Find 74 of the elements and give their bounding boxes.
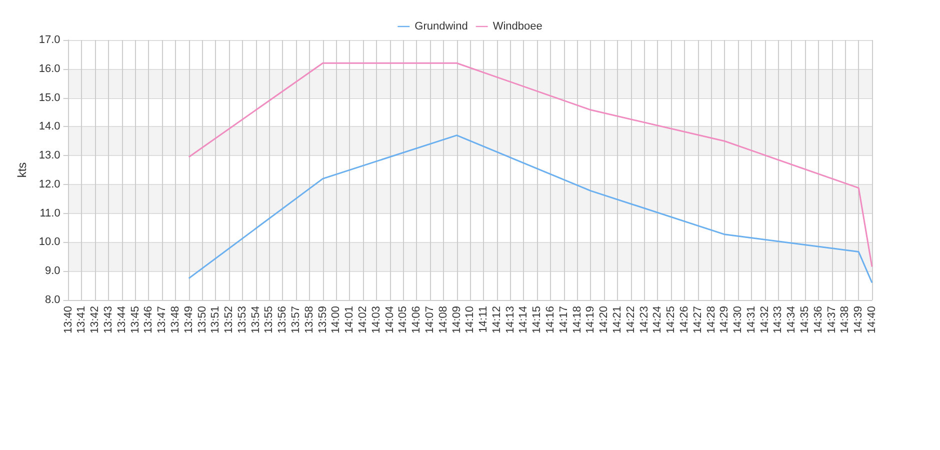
x-tick-label: 14:11 <box>478 306 490 333</box>
y-tick-label: 9.0 <box>45 265 60 278</box>
x-tick-label: 14:05 <box>397 306 410 334</box>
x-tick-label: 13:44 <box>116 306 128 334</box>
x-tick-label: 14:34 <box>786 306 798 334</box>
x-tick-label: 13:45 <box>129 306 142 334</box>
x-tick-label: 14:25 <box>665 306 678 334</box>
x-tick-label: 13:53 <box>236 306 248 334</box>
x-tick-label: 14:09 <box>450 306 463 334</box>
x-tick-label: 14:22 <box>624 306 637 334</box>
x-tick-label: 14:17 <box>558 306 570 334</box>
y-axis-title: kts <box>15 162 29 178</box>
x-tick-label: 14:21 <box>612 306 624 334</box>
x-tick-label: 14:18 <box>571 306 584 334</box>
x-tick-label: 14:26 <box>678 306 690 334</box>
x-tick-label: 13:59 <box>316 306 329 334</box>
x-tick-label: 14:38 <box>839 306 852 334</box>
x-tick-label: 14:02 <box>356 306 369 334</box>
x-tick-label: 14:03 <box>370 306 382 334</box>
x-tick-label: 13:40 <box>62 306 74 334</box>
x-tick-label: 13:48 <box>169 306 182 334</box>
x-tick-label: 14:32 <box>758 306 771 334</box>
x-tick-label: 13:46 <box>142 306 155 334</box>
y-tick-label: 13.0 <box>38 150 60 162</box>
x-tick-label: 13:54 <box>250 306 262 334</box>
x-tick-label: 14:16 <box>544 306 557 334</box>
x-tick-label: 13:43 <box>102 306 114 334</box>
x-tick-label: 14:39 <box>852 306 865 334</box>
x-tick-label: 13:50 <box>196 306 208 334</box>
x-tick-label: 13:47 <box>156 306 168 334</box>
x-tick-label: 14:27 <box>692 306 704 334</box>
y-tick-label: 8.0 <box>45 294 60 306</box>
x-tick-label: 14:20 <box>598 306 610 334</box>
x-tick-label: 14:23 <box>638 306 650 334</box>
x-tick-label: 14:12 <box>490 306 503 334</box>
legend-label: Windboee <box>492 20 542 32</box>
x-tick-label: 14:31 <box>745 306 758 334</box>
x-tick-label: 13:57 <box>290 306 302 334</box>
y-tick-label: 10.0 <box>38 236 60 248</box>
x-tick-label: 14:14 <box>518 306 530 334</box>
x-tick-label: 13:58 <box>303 306 316 334</box>
x-tick-label: 14:28 <box>705 306 718 334</box>
x-tick-label: 14:33 <box>772 306 784 334</box>
y-tick-label: 16.0 <box>38 62 60 75</box>
x-tick-label: 13:51 <box>210 306 222 334</box>
x-tick-label: 14:40 <box>866 306 878 334</box>
x-tick-label: 13:52 <box>223 306 236 334</box>
x-tick-label: 14:36 <box>812 306 824 334</box>
y-tick-label: 12.0 <box>38 178 60 190</box>
y-tick-label: 14.0 <box>38 120 60 133</box>
x-tick-label: 14:13 <box>504 306 516 334</box>
x-tick-label: 14:19 <box>584 306 597 334</box>
x-tick-label: 14:29 <box>718 306 731 334</box>
x-tick-label: 14:01 <box>344 306 356 334</box>
x-tick-label: 14:37 <box>826 306 838 334</box>
x-tick-label: 13:56 <box>276 306 289 334</box>
x-tick-label: 14:10 <box>464 306 476 334</box>
x-tick-label: 14:07 <box>424 306 436 334</box>
x-tick-label: 14:04 <box>384 306 396 334</box>
x-tick-label: 14:08 <box>437 306 450 334</box>
x-tick-label: 13:41 <box>76 306 88 334</box>
legend-label: Grundwind <box>414 20 468 32</box>
x-tick-label: 14:00 <box>330 306 342 334</box>
x-tick-label: 14:35 <box>799 306 812 334</box>
y-tick-label: 11.0 <box>40 207 60 220</box>
y-tick-label: 17.0 <box>38 34 60 46</box>
x-tick-label: 14:24 <box>652 306 664 334</box>
x-tick-label: 14:06 <box>410 306 423 334</box>
x-tick-label: 13:42 <box>89 306 102 334</box>
y-tick-label: 15.0 <box>38 92 60 104</box>
x-tick-label: 13:55 <box>263 306 276 334</box>
x-tick-label: 14:30 <box>732 306 744 334</box>
x-tick-label: 14:15 <box>531 306 544 334</box>
x-tick-label: 13:49 <box>182 306 195 334</box>
